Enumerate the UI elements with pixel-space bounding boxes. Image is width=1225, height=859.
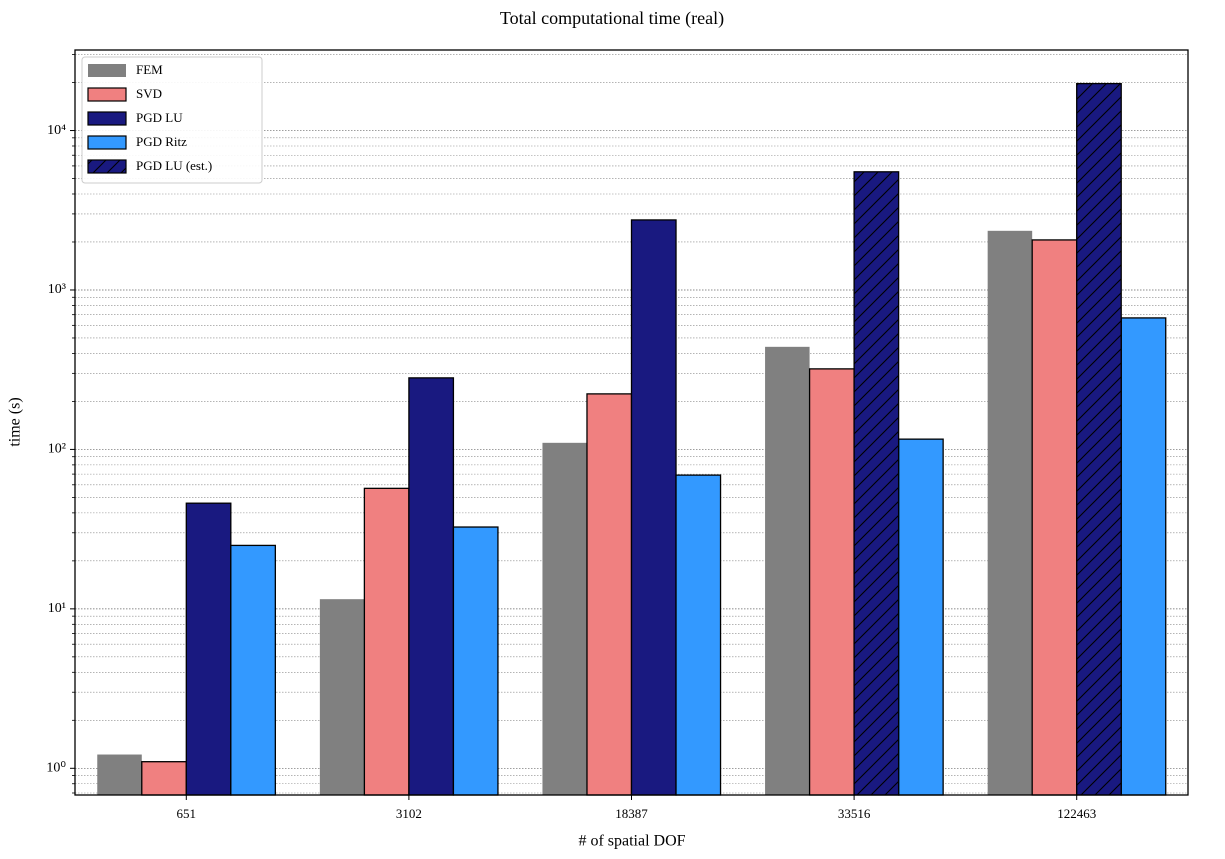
legend-label: PGD Ritz	[136, 134, 187, 149]
x-tick-label: 651	[177, 806, 197, 821]
bar	[452, 526, 499, 796]
bar	[97, 754, 142, 795]
legend-label: PGD LU	[136, 110, 183, 125]
bar	[185, 502, 232, 796]
legend-swatch-hatch	[88, 160, 126, 173]
bar	[319, 599, 365, 795]
bar	[408, 377, 455, 796]
legend-label: FEM	[136, 62, 163, 77]
y-tick-label: 10¹	[48, 601, 66, 616]
chart-title: Total computational time (real)	[500, 8, 724, 29]
bar	[141, 761, 187, 796]
bar	[897, 438, 944, 796]
legend-swatch	[87, 111, 127, 126]
bar	[586, 393, 633, 796]
x-axis-label: # of spatial DOF	[578, 833, 685, 850]
x-tick-label: 122463	[1057, 806, 1096, 821]
bar	[675, 474, 722, 796]
legend-label: SVD	[136, 86, 162, 101]
legend-label: PGD LU (est.)	[136, 158, 212, 173]
bar	[1120, 317, 1167, 796]
y-axis-label: time (s)	[7, 397, 24, 446]
plot-frame	[74, 49, 1189, 796]
bar	[363, 487, 410, 796]
bar	[987, 230, 1033, 795]
x-tick-label: 33516	[838, 806, 871, 821]
bar	[1031, 239, 1078, 796]
bar	[765, 346, 810, 795]
bar	[630, 219, 677, 796]
bar-hatch	[854, 171, 899, 796]
bar	[230, 544, 276, 796]
legend-swatch	[87, 87, 127, 102]
legend-swatch	[88, 64, 126, 77]
legend-swatch	[87, 135, 127, 150]
x-tick-label: 18387	[615, 806, 648, 821]
legend-box	[81, 56, 263, 184]
bar-hatch	[1076, 83, 1122, 796]
y-tick-label: 10³	[48, 282, 66, 297]
y-tick-label: 10⁴	[47, 123, 66, 138]
y-tick-label: 10²	[48, 442, 66, 457]
bar	[542, 442, 587, 795]
x-tick-label: 3102	[396, 806, 422, 821]
y-tick-label: 10⁰	[46, 761, 66, 776]
bar	[808, 368, 855, 796]
legend: FEM SVD PGD LU PGD Ritz PGD LU (est.)	[81, 56, 263, 184]
